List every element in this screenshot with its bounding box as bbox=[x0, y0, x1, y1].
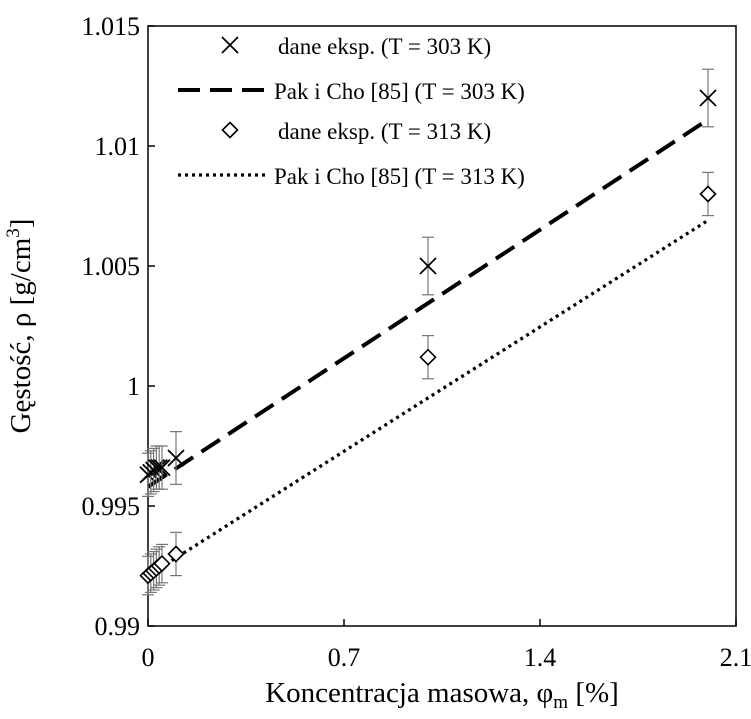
x-tick-label: 2.1 bbox=[720, 643, 751, 672]
x-tick-label: 0.7 bbox=[328, 643, 361, 672]
y-tick-label: 0.99 bbox=[95, 612, 141, 641]
data-point-series-2 bbox=[167, 545, 185, 563]
plot-area-frame bbox=[147, 25, 737, 627]
legend-label: dane eksp. (T = 303 K) bbox=[278, 34, 491, 59]
y-axis-label: Gęstość, ρ [g/cm3] bbox=[3, 219, 37, 434]
x-axis-ticks: 0 0.7 1.4 2.1 bbox=[142, 619, 751, 672]
fit-line-series-3 bbox=[147, 219, 709, 577]
data-point-series-2 bbox=[699, 185, 717, 203]
legend-marker bbox=[221, 121, 239, 139]
legend-marker bbox=[221, 36, 239, 54]
data-point-series-2 bbox=[419, 348, 437, 366]
x-tick-label: 0 bbox=[142, 643, 155, 672]
legend-label: dane eksp. (T = 313 K) bbox=[278, 119, 491, 144]
data-point-series-0 bbox=[699, 89, 717, 107]
data-point-series-2 bbox=[153, 554, 171, 573]
x-axis-label: Koncentracja masowa, φm [%] bbox=[265, 677, 619, 713]
y-tick-label: 1.005 bbox=[82, 252, 141, 281]
y-tick-label: 1 bbox=[127, 372, 140, 401]
y-tick-label: 0.995 bbox=[82, 492, 141, 521]
data-point-series-0 bbox=[419, 257, 437, 275]
legend-label: Pak i Cho [85] (T = 303 K) bbox=[274, 79, 525, 104]
legend: dane eksp. (T = 303 K) Pak i Cho [85] (T … bbox=[178, 34, 525, 189]
legend-label: Pak i Cho [85] (T = 313 K) bbox=[274, 164, 525, 189]
data-point-series-0 bbox=[150, 458, 168, 477]
y-tick-label: 1.01 bbox=[95, 132, 141, 161]
chart-marks bbox=[139, 68, 717, 596]
y-tick-label: 1.015 bbox=[82, 12, 141, 41]
data-point-series-0 bbox=[153, 458, 171, 477]
data-point-series-0 bbox=[167, 449, 185, 467]
y-axis-ticks: 0.99 0.995 1 1.005 1.01 1.015 bbox=[82, 12, 155, 641]
x-tick-label: 1.4 bbox=[524, 643, 557, 672]
fit-line-series-1 bbox=[146, 117, 710, 489]
